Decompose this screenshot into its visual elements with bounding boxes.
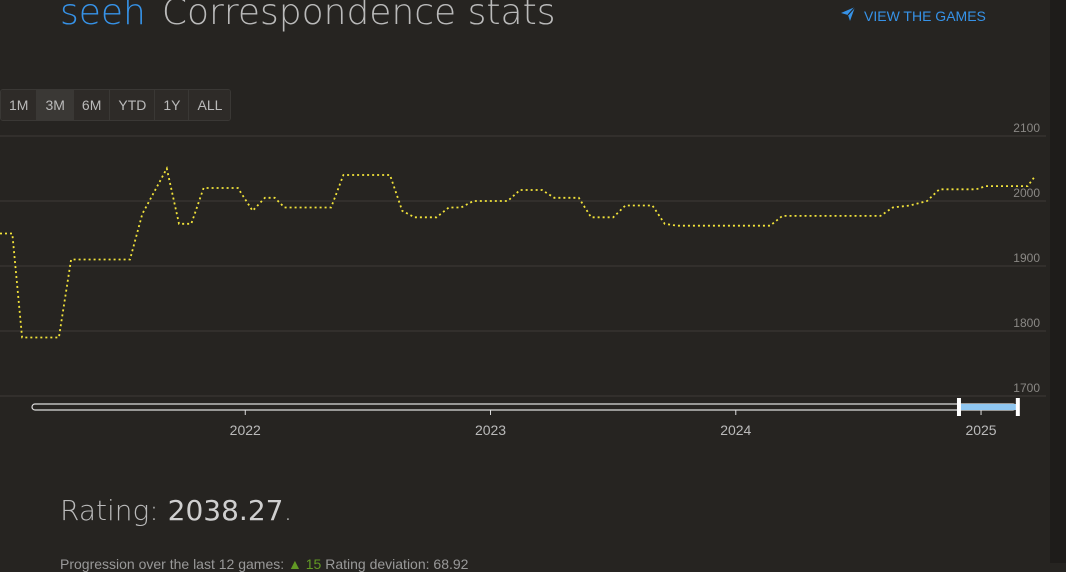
y-tick-label: 1700: [1013, 381, 1040, 395]
range-button-6m[interactable]: 6M: [73, 90, 111, 120]
y-tick-label: 1800: [1013, 316, 1040, 330]
range-button-1m[interactable]: 1M: [1, 90, 38, 120]
y-tick-label: 2100: [1013, 121, 1040, 135]
view-games-label: VIEW THE GAMES: [864, 7, 986, 24]
deviation-label: Rating deviation:: [325, 556, 430, 572]
navigator-handle: [956, 398, 961, 416]
y-tick-label: 1900: [1013, 251, 1040, 265]
x-tick-label: 2025: [965, 422, 996, 438]
range-button-3m[interactable]: 3M: [37, 90, 74, 120]
rating-series-line: [0, 165, 1036, 339]
page-header: seeh Correspondence stats: [60, 0, 555, 40]
range-button-all[interactable]: ALL: [189, 90, 231, 120]
range-button-1y[interactable]: 1Y: [155, 90, 190, 120]
rating-suffix: .: [283, 494, 293, 527]
deviation-value: 68.92: [433, 556, 469, 572]
x-tick-label: 2024: [720, 422, 751, 438]
page-title: Correspondence stats: [161, 0, 556, 33]
navigator-selection: [958, 404, 1018, 410]
rating-chart: 2100 2000 1900 1800 1700 2022 2023 2024 2025: [0, 121, 1046, 438]
progression-summary: Progression over the last 12 games: ▲ 15…: [60, 556, 468, 572]
username-link[interactable]: seeh: [60, 0, 146, 33]
send-icon: [840, 6, 856, 25]
progression-up-icon: ▲: [288, 556, 302, 572]
x-tick-label: 2022: [230, 422, 261, 438]
progression-value: 15: [305, 556, 322, 572]
view-games-button[interactable]: VIEW THE GAMES: [840, 6, 986, 25]
rating-label: Rating:: [60, 494, 159, 527]
rating-summary: Rating: 2038.27.: [60, 494, 292, 527]
range-selector: 1M 3M 6M YTD 1Y ALL: [0, 89, 232, 121]
navigator-track: [31, 403, 1017, 411]
rating-value: 2038.27: [167, 494, 284, 527]
navigator-handle: [1015, 398, 1020, 416]
x-tick-label: 2023: [475, 422, 506, 438]
progression-label: Progression over the last 12 games:: [60, 556, 285, 572]
right-edge-panel: [1050, 0, 1066, 563]
y-tick-label: 2000: [1013, 186, 1040, 200]
range-button-ytd[interactable]: YTD: [110, 90, 156, 120]
